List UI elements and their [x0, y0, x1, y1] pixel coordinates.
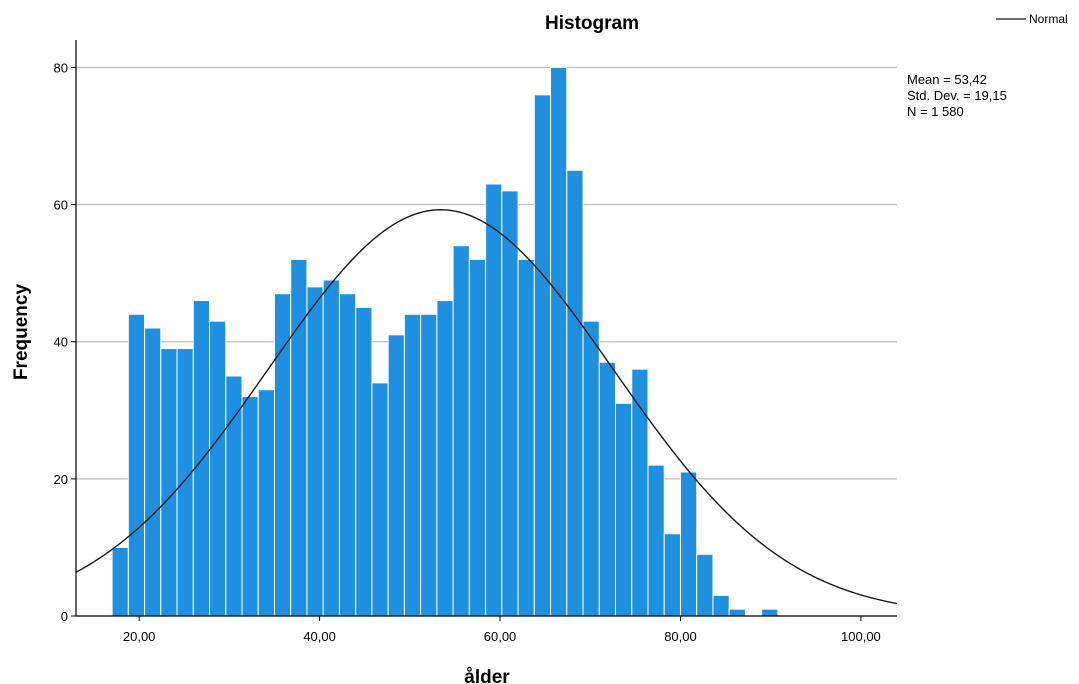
x-axis-title: ålder — [464, 667, 510, 684]
normal-curve — [75, 209, 898, 605]
histogram-bar-28 — [566, 169, 584, 617]
histogram-bar-26 — [533, 94, 552, 617]
statistics-box: Mean = 53,42 Std. Dev. = 19,15 N = 1 580 — [907, 72, 1007, 119]
stat-std-dev: Std. Dev. = 19,15 — [907, 88, 1007, 103]
histogram-bar-31 — [615, 402, 633, 617]
histogram-bar-14 — [338, 293, 357, 617]
histogram-bar-13 — [322, 279, 340, 617]
y-tick-label-4: 80 — [54, 60, 68, 75]
histogram-bar-40 — [761, 608, 779, 617]
histogram-bar-33 — [647, 464, 665, 617]
histogram-bar-29 — [582, 320, 600, 617]
histogram-bar-12 — [306, 286, 324, 617]
y-tick-label-3: 60 — [54, 198, 68, 213]
histogram-bar-17 — [387, 334, 405, 617]
axes — [71, 40, 897, 621]
y-tick-label-0: 0 — [61, 609, 68, 624]
histogram-bar-27 — [550, 66, 568, 617]
histogram-bar-3 — [160, 348, 178, 617]
y-tick-label-2: 40 — [54, 335, 68, 350]
histogram-bar-5 — [192, 300, 211, 617]
histogram-bar-0 — [111, 546, 129, 617]
histogram-bar-22 — [468, 258, 487, 617]
histogram-bar-4 — [176, 348, 194, 617]
histogram-bar-34 — [663, 533, 681, 617]
histogram-bar-9 — [257, 389, 275, 617]
histogram-bar-6 — [209, 320, 227, 617]
histogram-bars — [111, 66, 779, 617]
histogram-bar-35 — [679, 471, 698, 617]
histogram-bar-37 — [712, 594, 730, 617]
stat-n: N = 1 580 — [907, 104, 964, 119]
histogram-bar-20 — [436, 300, 454, 617]
histogram-bar-11 — [290, 258, 308, 617]
histogram-bar-24 — [501, 190, 519, 617]
stat-mean: Mean = 53,42 — [907, 72, 987, 87]
histogram-bar-36 — [696, 553, 714, 617]
x-tick-label-2: 60,00 — [484, 629, 517, 644]
histogram-bar-7 — [225, 375, 243, 617]
normal-curve-group — [75, 209, 898, 605]
y-tick-labels: 0 20 40 60 80 — [54, 60, 68, 624]
histogram-bar-21 — [452, 245, 470, 617]
x-tick-label-3: 80,00 — [664, 629, 697, 644]
x-tick-label-4: 100,00 — [841, 629, 881, 644]
histogram-bar-23 — [485, 183, 503, 617]
histogram-bar-16 — [371, 382, 389, 617]
histogram-bar-8 — [241, 396, 259, 617]
legend-entry-normal: Normal — [1029, 12, 1068, 26]
x-tick-label-1: 40,00 — [303, 629, 336, 644]
histogram-bar-18 — [403, 313, 422, 617]
histogram-bar-30 — [598, 361, 617, 617]
histogram-bar-10 — [273, 293, 292, 617]
legend: Normal — [996, 12, 1068, 26]
histogram-bar-2 — [144, 327, 162, 617]
chart-title: Histogram — [545, 13, 639, 34]
histogram-bar-15 — [355, 306, 373, 617]
histogram-bar-38 — [728, 608, 746, 617]
histogram-bar-25 — [517, 258, 535, 617]
x-tick-label-0: 20,00 — [123, 629, 156, 644]
y-tick-label-1: 20 — [54, 472, 68, 487]
histogram-bar-1 — [127, 313, 146, 617]
y-axis-title: Frequency — [11, 284, 32, 381]
histogram-bar-19 — [420, 313, 438, 617]
x-tick-labels: 20,00 40,00 60,00 80,00 100,00 — [123, 629, 881, 644]
